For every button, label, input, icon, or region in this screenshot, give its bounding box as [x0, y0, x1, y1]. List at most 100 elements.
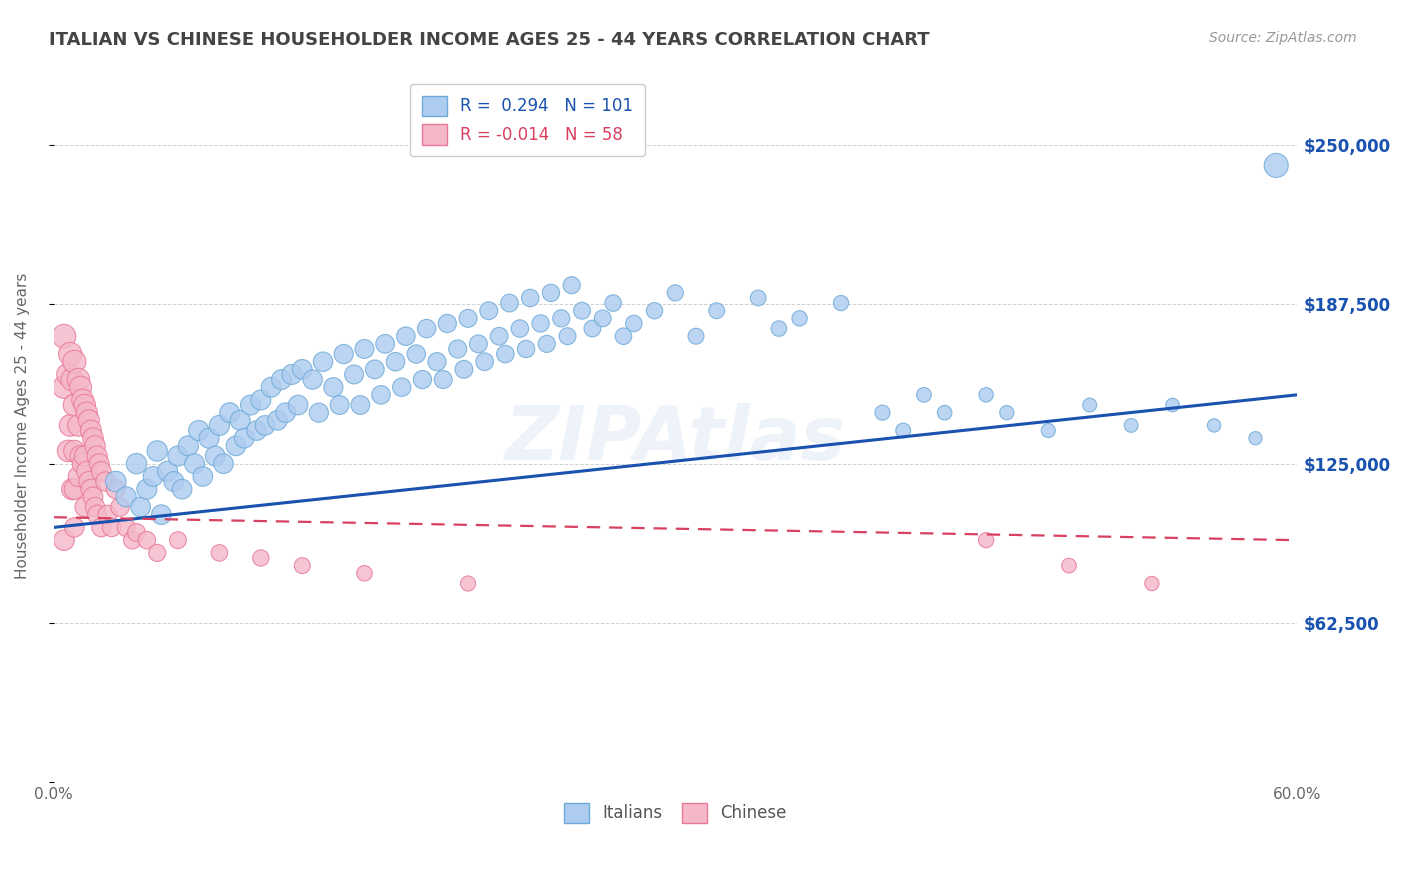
Point [63, 444, 86, 458]
Point [63, 482, 86, 496]
Point [374, 336, 396, 351]
Point [73, 449, 96, 463]
Point [364, 362, 387, 376]
Point [529, 317, 551, 331]
Point [411, 373, 433, 387]
Point [86, 449, 108, 463]
Point [198, 431, 221, 445]
Point [612, 329, 634, 343]
Point [332, 347, 354, 361]
Point [100, 520, 122, 534]
Point [457, 576, 479, 591]
Point [557, 329, 579, 343]
Point [1121, 418, 1143, 433]
Point [550, 311, 572, 326]
Point [1202, 418, 1225, 433]
Point [67, 418, 90, 433]
Point [239, 398, 262, 412]
Point [561, 278, 583, 293]
Point [59, 418, 82, 433]
Point [571, 303, 593, 318]
Point [191, 469, 214, 483]
Point [253, 418, 276, 433]
Point [343, 368, 366, 382]
Point [77, 475, 100, 489]
Point [76, 406, 98, 420]
Point [934, 406, 956, 420]
Point [291, 362, 314, 376]
Point [73, 398, 96, 412]
Point [80, 482, 103, 496]
Point [281, 368, 304, 382]
Point [536, 336, 558, 351]
Y-axis label: Householder Income Ages 25 - 44 years: Householder Income Ages 25 - 44 years [15, 272, 30, 579]
Point [1161, 398, 1184, 412]
Point [1265, 158, 1288, 172]
Point [308, 406, 330, 420]
Point [167, 533, 190, 548]
Point [789, 311, 811, 326]
Point [467, 336, 489, 351]
Point [515, 342, 537, 356]
Point [509, 321, 531, 335]
Point [76, 464, 98, 478]
Point [384, 354, 406, 368]
Point [115, 520, 138, 534]
Point [453, 362, 475, 376]
Point [872, 406, 894, 420]
Point [447, 342, 470, 356]
Point [891, 424, 914, 438]
Point [52, 533, 75, 548]
Point [644, 303, 666, 318]
Point [623, 317, 645, 331]
Point [67, 373, 90, 387]
Point [494, 347, 516, 361]
Point [84, 439, 107, 453]
Text: Source: ZipAtlas.com: Source: ZipAtlas.com [1209, 31, 1357, 45]
Point [1038, 424, 1060, 438]
Point [156, 464, 179, 478]
Point [685, 329, 707, 343]
Point [478, 303, 501, 318]
Point [270, 373, 292, 387]
Point [747, 291, 769, 305]
Point [287, 398, 309, 412]
Point [163, 475, 186, 489]
Point [56, 444, 79, 458]
Point [353, 566, 375, 581]
Text: ITALIAN VS CHINESE HOUSEHOLDER INCOME AGES 25 - 44 YEARS CORRELATION CHART: ITALIAN VS CHINESE HOUSEHOLDER INCOME AG… [49, 31, 929, 49]
Text: ZIPAtlas: ZIPAtlas [505, 403, 846, 476]
Point [82, 431, 104, 445]
Point [69, 380, 91, 394]
Point [129, 500, 152, 514]
Point [457, 311, 479, 326]
Point [135, 533, 157, 548]
Point [405, 347, 427, 361]
Point [90, 520, 112, 534]
Point [974, 388, 997, 402]
Point [115, 490, 138, 504]
Point [1057, 558, 1080, 573]
Point [266, 413, 288, 427]
Point [96, 508, 118, 522]
Point [488, 329, 510, 343]
Point [90, 464, 112, 478]
Point [60, 373, 83, 387]
Point [104, 475, 127, 489]
Point [67, 469, 90, 483]
Point [135, 482, 157, 496]
Point [177, 439, 200, 453]
Point [706, 303, 728, 318]
Point [89, 457, 111, 471]
Point [260, 380, 283, 394]
Point [52, 329, 75, 343]
Point [183, 457, 205, 471]
Point [432, 373, 454, 387]
Point [218, 406, 240, 420]
Point [229, 413, 252, 427]
Point [274, 406, 297, 420]
Point [322, 380, 344, 394]
Point [301, 373, 323, 387]
Point [212, 457, 235, 471]
Point [84, 500, 107, 514]
